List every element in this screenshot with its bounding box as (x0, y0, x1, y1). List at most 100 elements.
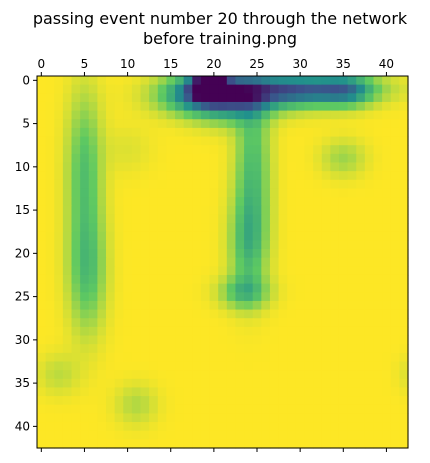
chart-title-line-1: passing event number 20 through the netw… (33, 9, 408, 28)
heatmap-cell (269, 352, 280, 363)
heatmap-cell (140, 214, 150, 224)
heatmap-cell (338, 300, 349, 311)
heatmap-cell (373, 101, 383, 112)
heatmap-cell (114, 422, 124, 432)
heatmap-cell (183, 145, 193, 155)
heatmap-cell (54, 93, 64, 103)
heatmap-cell (261, 145, 271, 155)
heatmap-cell (382, 119, 392, 129)
heatmap-cell (382, 413, 392, 423)
heatmap-cell (71, 101, 81, 112)
heatmap-cell (226, 101, 237, 112)
heatmap-cell (313, 318, 323, 328)
heatmap-cell (192, 439, 202, 449)
heatmap-cell (157, 309, 168, 319)
heatmap-cell (399, 300, 409, 311)
heatmap-cell (218, 119, 228, 129)
heatmap-cell (390, 439, 400, 449)
heatmap-cell (252, 430, 262, 440)
heatmap-cell (175, 396, 185, 406)
heatmap-cell (278, 309, 288, 319)
heatmap-cell (175, 335, 185, 345)
heatmap-cell (114, 404, 124, 414)
heatmap-cell (166, 171, 176, 181)
heatmap-cell (175, 274, 185, 285)
heatmap-cell (149, 335, 159, 345)
heatmap-cell (209, 101, 219, 112)
heatmap-cell (218, 326, 228, 337)
heatmap-cell (295, 404, 306, 414)
heatmap-cell (114, 171, 124, 181)
heatmap-cell (373, 274, 383, 285)
heatmap-cell (175, 197, 185, 207)
heatmap-cell (54, 439, 64, 449)
heatmap-cell (218, 101, 228, 112)
heatmap-cell (192, 145, 202, 155)
heatmap-cell (123, 223, 133, 233)
heatmap-cell (131, 274, 142, 285)
heatmap-cell (183, 318, 193, 328)
heatmap-cell (45, 179, 55, 190)
heatmap-cell (114, 335, 124, 345)
heatmap-cell (131, 110, 142, 120)
heatmap-cell (175, 361, 185, 371)
heatmap-cell (235, 249, 245, 259)
heatmap-cell (45, 188, 55, 198)
heatmap-cell (37, 223, 47, 233)
heatmap-cell (382, 145, 392, 155)
heatmap-cell (244, 422, 254, 432)
heatmap-cell (62, 422, 73, 432)
heatmap-cell (54, 162, 64, 172)
heatmap-cell (373, 309, 383, 319)
heatmap-cell (62, 110, 73, 120)
x-tick-label: 10 (120, 57, 135, 71)
heatmap-cell (364, 387, 375, 397)
heatmap-cell (226, 430, 237, 440)
heatmap-cell (218, 145, 228, 155)
heatmap-cell (71, 318, 81, 328)
heatmap-cell (114, 430, 124, 440)
heatmap-cell (166, 76, 176, 86)
heatmap-cell (88, 127, 98, 138)
heatmap-cell (106, 352, 116, 363)
heatmap-cell (140, 101, 150, 112)
heatmap-cell (88, 249, 98, 259)
heatmap-cell (356, 84, 366, 94)
heatmap-cell (347, 352, 357, 363)
heatmap-cell (131, 344, 142, 354)
heatmap-cell (252, 171, 262, 181)
heatmap-cell (244, 145, 254, 155)
heatmap-cell (175, 283, 185, 293)
heatmap-cell (218, 197, 228, 207)
heatmap-cell (175, 84, 185, 94)
heatmap-cell (330, 205, 340, 216)
heatmap-cell (313, 145, 323, 155)
heatmap-cell (114, 274, 124, 285)
heatmap-cell (80, 136, 90, 146)
heatmap-cell (54, 361, 64, 371)
heatmap-cell (235, 127, 245, 138)
heatmap-cell (390, 292, 400, 302)
heatmap-cell (157, 352, 168, 363)
heatmap-cell (97, 283, 107, 293)
heatmap-cell (278, 197, 288, 207)
heatmap-cell (131, 387, 142, 397)
heatmap-cell (166, 292, 176, 302)
heatmap-cell (338, 93, 349, 103)
heatmap-cell (106, 249, 116, 259)
heatmap-cell (37, 404, 47, 414)
heatmap-cell (364, 188, 375, 198)
heatmap-cell (278, 413, 288, 423)
heatmap-cell (149, 378, 159, 389)
heatmap-cell (140, 197, 150, 207)
heatmap-cell (149, 404, 159, 414)
heatmap-cell (97, 422, 107, 432)
heatmap-cell (235, 430, 245, 440)
heatmap-cell (114, 413, 124, 423)
heatmap-cell (114, 188, 124, 198)
heatmap-cell (252, 422, 262, 432)
heatmap-cell (166, 361, 176, 371)
heatmap-cell (166, 101, 176, 112)
heatmap-cell (192, 76, 202, 86)
heatmap-cell (399, 344, 409, 354)
